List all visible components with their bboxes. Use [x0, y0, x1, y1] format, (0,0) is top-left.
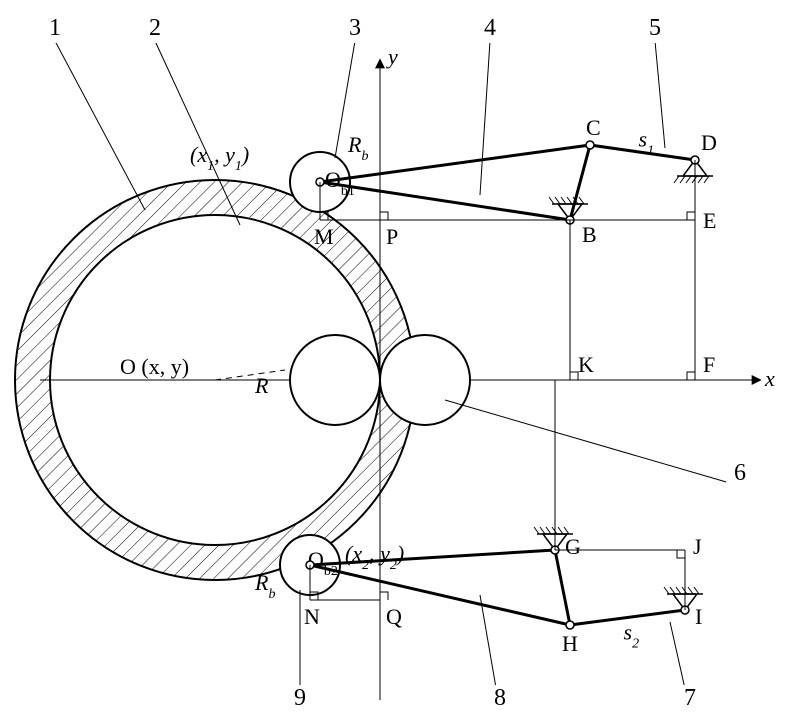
svg-text:Q: Q: [386, 604, 402, 629]
svg-text:4: 4: [484, 15, 496, 41]
svg-text:B: B: [582, 222, 597, 247]
svg-text:1: 1: [49, 15, 61, 41]
svg-text:I: I: [695, 604, 702, 629]
svg-text:9: 9: [294, 685, 306, 711]
svg-text:N: N: [304, 604, 320, 629]
svg-text:E: E: [703, 208, 716, 233]
svg-text:G: G: [565, 534, 581, 559]
svg-text:J: J: [693, 534, 702, 559]
svg-text:6: 6: [734, 460, 746, 486]
svg-text:P: P: [386, 224, 398, 249]
svg-text:7: 7: [684, 685, 696, 711]
svg-text:2: 2: [149, 15, 161, 41]
svg-text:M: M: [314, 224, 334, 249]
diagram-canvas: xyA O (x, y)R Ob1Rb(x1, y1)Ob2Rb(x2, y2)…: [0, 0, 800, 716]
svg-text:K: K: [578, 352, 594, 377]
svg-text:R: R: [254, 373, 269, 398]
svg-text:5: 5: [649, 15, 661, 41]
svg-text:O (x, y): O (x, y): [120, 354, 189, 379]
svg-text:F: F: [703, 352, 715, 377]
svg-text:C: C: [586, 115, 601, 140]
svg-text:3: 3: [349, 15, 361, 41]
svg-text:D: D: [701, 130, 717, 155]
svg-text:H: H: [562, 631, 578, 656]
svg-text:8: 8: [494, 685, 506, 711]
